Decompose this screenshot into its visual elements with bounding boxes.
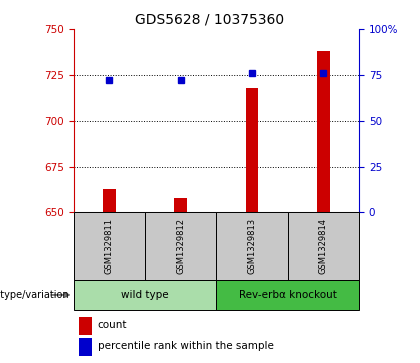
Bar: [246, 88, 258, 212]
Text: genotype/variation: genotype/variation: [0, 290, 69, 300]
Bar: [79, 317, 92, 335]
Bar: [145, 212, 216, 280]
Text: GSM1329811: GSM1329811: [105, 218, 114, 274]
Text: wild type: wild type: [121, 290, 169, 300]
Text: Rev-erbα knockout: Rev-erbα knockout: [239, 290, 337, 300]
Bar: [103, 188, 116, 212]
Text: count: count: [98, 321, 127, 330]
Bar: [288, 212, 359, 280]
Bar: [216, 212, 288, 280]
Text: GSM1329812: GSM1329812: [176, 218, 185, 274]
Bar: [174, 198, 187, 212]
Text: GSM1329813: GSM1329813: [247, 218, 257, 274]
Text: percentile rank within the sample: percentile rank within the sample: [98, 341, 274, 351]
Bar: [216, 280, 359, 310]
Text: GDS5628 / 10375360: GDS5628 / 10375360: [135, 13, 285, 27]
Bar: [79, 338, 92, 356]
Bar: [317, 51, 330, 212]
Bar: [74, 280, 216, 310]
Text: GSM1329814: GSM1329814: [319, 218, 328, 274]
Bar: [74, 212, 145, 280]
